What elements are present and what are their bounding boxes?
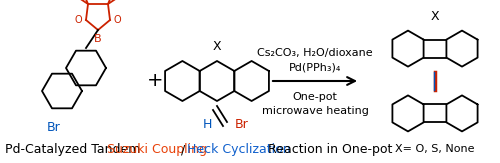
Text: Suzuki Coupling: Suzuki Coupling: [107, 143, 207, 156]
Text: H: H: [202, 118, 212, 131]
Text: O: O: [114, 15, 122, 25]
Text: +: +: [147, 72, 163, 90]
Text: Pd(PPh₃)₄: Pd(PPh₃)₄: [289, 62, 341, 72]
Text: Br: Br: [47, 121, 61, 134]
Text: Reaction in One-pot: Reaction in One-pot: [264, 143, 393, 156]
Text: Heck Cyclization: Heck Cyclization: [187, 143, 290, 156]
Text: One-pot: One-pot: [292, 92, 338, 102]
Text: /: /: [181, 143, 185, 156]
Text: X: X: [212, 40, 222, 53]
Text: B: B: [94, 34, 102, 44]
Text: X= O, S, None: X= O, S, None: [395, 144, 475, 154]
Text: microwave heating: microwave heating: [262, 106, 368, 116]
Text: O: O: [74, 15, 82, 25]
Text: X: X: [430, 10, 440, 23]
Text: Pd-Catalyzed Tandem: Pd-Catalyzed Tandem: [5, 143, 144, 156]
Text: Br: Br: [235, 118, 249, 131]
Text: Cs₂CO₃, H₂O/dioxane: Cs₂CO₃, H₂O/dioxane: [257, 48, 373, 58]
